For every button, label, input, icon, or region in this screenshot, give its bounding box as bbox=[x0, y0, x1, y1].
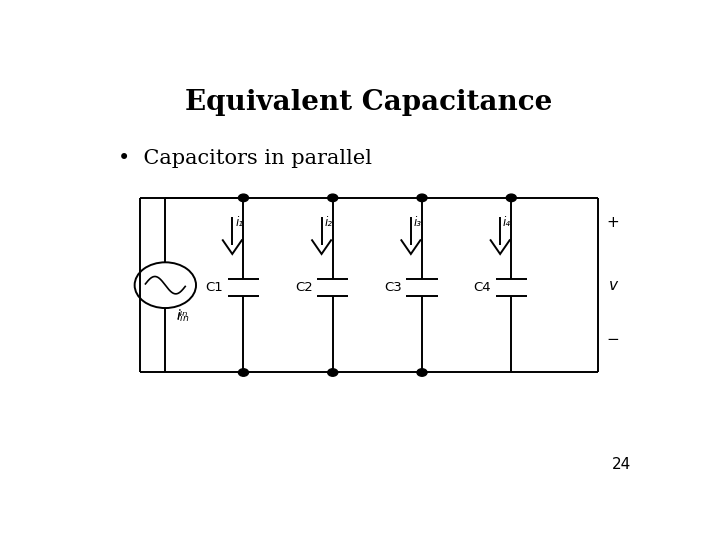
Text: v: v bbox=[609, 278, 618, 293]
Text: i₄: i₄ bbox=[503, 216, 511, 229]
Text: i₂: i₂ bbox=[324, 216, 333, 229]
Text: i₃: i₃ bbox=[413, 216, 422, 229]
Text: C4: C4 bbox=[474, 281, 491, 294]
Text: C2: C2 bbox=[295, 281, 312, 294]
Text: C1: C1 bbox=[206, 281, 223, 294]
Text: C3: C3 bbox=[384, 281, 402, 294]
Circle shape bbox=[506, 194, 516, 201]
Text: •  Capacitors in parallel: • Capacitors in parallel bbox=[118, 149, 372, 168]
Text: i₁: i₁ bbox=[235, 216, 243, 229]
Text: iᴵⁿ: iᴵⁿ bbox=[176, 310, 188, 323]
Circle shape bbox=[238, 369, 248, 376]
Text: 24: 24 bbox=[612, 457, 631, 472]
Text: Equivalent Capacitance: Equivalent Capacitance bbox=[185, 89, 553, 116]
Circle shape bbox=[417, 369, 427, 376]
Circle shape bbox=[417, 194, 427, 201]
Circle shape bbox=[328, 369, 338, 376]
Text: +: + bbox=[606, 215, 619, 230]
Circle shape bbox=[328, 194, 338, 201]
Text: $i_{in}$: $i_{in}$ bbox=[176, 308, 190, 325]
Text: −: − bbox=[606, 332, 619, 347]
Circle shape bbox=[238, 194, 248, 201]
